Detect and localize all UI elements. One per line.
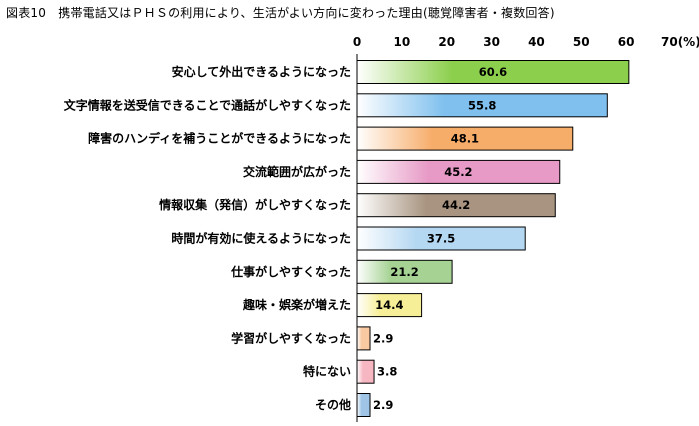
bar-value-label: 55.8 [468, 98, 496, 112]
category-label: 交流範囲が広がった [243, 164, 351, 179]
category-label: 時間が有効に使えるようになった [171, 231, 351, 246]
bar-value-label: 21.2 [390, 265, 418, 279]
category-label: 情報収集（発信）がしやすくなった [159, 197, 351, 212]
x-tick-label: 60 [618, 35, 635, 49]
category-label: 文字情報を送受信できることで通話がしやすくなった [64, 97, 351, 112]
x-axis-unit-label: 70(%) [661, 35, 699, 49]
category-label: その他 [315, 397, 351, 412]
bar-value-label: 60.6 [479, 65, 507, 79]
category-label: 仕事がしやすくなった [230, 264, 351, 279]
bar-value-label: 48.1 [451, 132, 479, 146]
x-tick-label: 40 [528, 35, 545, 49]
chart-title: 図表10 携帯電話又はＰＨＳの利用により、生活がよい方向に変わった理由(聴覚障害… [6, 6, 555, 20]
bar [356, 326, 371, 351]
category-label: 障害のハンディを補うことができるようになった [88, 131, 351, 146]
category-labels: 安心して外出できるようになった文字情報を送受信できることで通話がしやすくなった障… [64, 64, 351, 412]
bar [356, 393, 371, 417]
x-tick-label: 50 [573, 35, 590, 49]
category-label: 学習がしやすくなった [231, 330, 351, 345]
bar-value-label: 3.8 [377, 365, 397, 379]
bar [356, 359, 375, 384]
bar-value-label: 45.2 [444, 165, 472, 179]
category-label: 特にない [303, 364, 351, 379]
bar-value-label: 2.9 [373, 331, 393, 345]
category-label: 安心して外出できるようになった [172, 64, 351, 79]
x-tick-label: 0 [353, 35, 361, 49]
bar-value-label: 44.2 [442, 198, 470, 212]
x-tick-label: 20 [438, 35, 455, 49]
category-label: 趣味・娯楽が増えた [242, 297, 351, 312]
x-tick-label: 10 [394, 35, 411, 49]
x-tick-label: 30 [483, 35, 500, 49]
bars: 60.6 55.8 48.1 45.2 44.2 37.5 21.2 14.4 2.9 3.8 2.… [356, 60, 630, 417]
bar-value-label: 37.5 [427, 232, 455, 246]
bar-value-label: 2.9 [373, 398, 393, 412]
bar-value-label: 14.4 [375, 298, 403, 312]
x-axis-ticks: 0 10 20 30 40 50 60 [353, 35, 635, 49]
